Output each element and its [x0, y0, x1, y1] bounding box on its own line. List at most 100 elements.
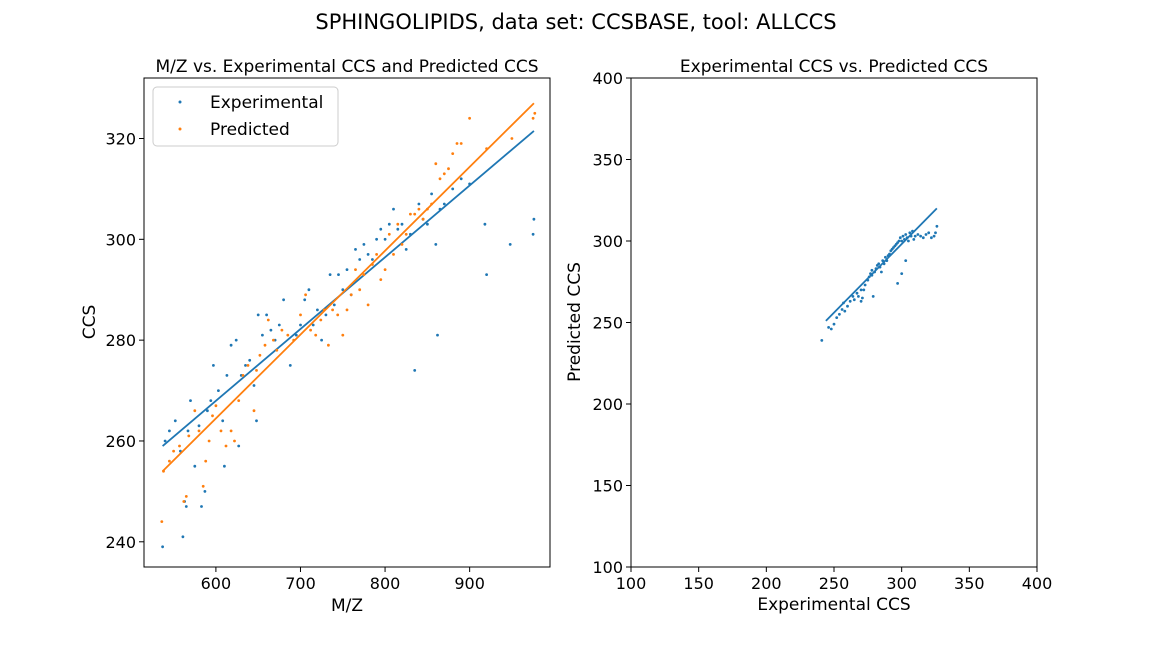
chart-left-point-s1-23 [255, 369, 258, 372]
chart-left-point-s1-42 [345, 308, 349, 312]
chart-left-point-s0-73 [442, 202, 446, 206]
chart-left-point-s0-0 [161, 545, 165, 549]
chart-left-point-s1-69 [459, 142, 463, 145]
chart-right-point-s0-65 [896, 282, 899, 285]
chart-right-trendline-s0 [825, 207, 938, 322]
chart-left-point-s1-14 [214, 404, 218, 408]
chart-left-point-s1-46 [362, 273, 366, 276]
chart-left-point-s0-46 [332, 303, 336, 307]
chart-left-ytick-label: 240 [105, 533, 136, 552]
chart-right-point-s0-2 [829, 327, 833, 331]
chart-left-point-s1-15 [219, 429, 223, 433]
chart-right-point-s0-64 [900, 272, 904, 275]
chart-right-point-s0-16 [861, 296, 864, 300]
chart-left-point-s0-66 [417, 202, 421, 206]
chart-left-point-s1-21 [246, 364, 250, 367]
chart-left-point-s1-10 [201, 484, 205, 488]
chart-left-point-s1-2 [168, 459, 171, 463]
chart-left-point-s1-33 [304, 293, 307, 297]
chart-left-point-s0-36 [288, 364, 292, 367]
legend-marker-experimental [178, 100, 182, 104]
chart-right-point-s0-14 [857, 295, 860, 298]
chart-left-point-s0-35 [282, 298, 285, 302]
chart-left: M/Z vs. Experimental CCS and Predicted C… [80, 57, 551, 616]
chart-right-point-s0-4 [835, 316, 839, 319]
chart-left-point-s1-72 [510, 137, 514, 140]
chart-right-xtick-label: 100 [616, 574, 647, 593]
chart-left-point-s1-4 [178, 444, 181, 448]
chart-right-ylabel: Predicted CCS [565, 262, 585, 382]
chart-left-point-s0-22 [234, 338, 238, 342]
chart-right-y-ticks: 100 150 200 250 300 350 400 [592, 69, 631, 577]
chart-left-point-s0-7 [184, 505, 188, 508]
chart-right-point-s0-47 [904, 233, 908, 236]
chart-left-point-s1-56 [404, 232, 408, 236]
chart-right-plot-area [820, 207, 939, 342]
chart-left-point-s1-26 [266, 318, 270, 322]
chart-right-point-s0-27 [877, 262, 881, 266]
chart-left-point-s0-16 [212, 364, 215, 367]
chart-left-point-s0-77 [483, 222, 487, 226]
chart-right-x-ticks: 100 150 200 250 300 350 400 [616, 567, 1053, 593]
chart-right-ytick-label: 200 [592, 395, 623, 414]
chart-right-point-s0-0 [820, 339, 824, 342]
chart-right-point-s0-62 [934, 231, 937, 235]
chart-left-point-s0-18 [221, 419, 225, 423]
chart-left-point-s1-67 [451, 152, 455, 156]
chart-left-point-s0-53 [362, 243, 366, 246]
chart-left-point-s1-19 [237, 399, 241, 402]
chart-left-point-s0-25 [244, 364, 247, 367]
chart-left-point-s0-80 [531, 232, 535, 236]
chart-right-frame [630, 77, 1038, 568]
chart-left-ytick-label: 320 [105, 129, 136, 148]
chart-left-point-s0-44 [324, 313, 328, 317]
chart-left-point-s1-47 [366, 303, 370, 307]
chart-left-xtick-label: 700 [285, 574, 316, 593]
chart-right-point-s0-55 [916, 233, 920, 236]
figure-suptitle: SPHINGOLIPIDS, data set: CCSBASE, tool: … [315, 10, 836, 34]
chart-right-point-s0-17 [862, 288, 866, 292]
chart-left-point-s1-11 [204, 459, 208, 463]
chart-right-xtick-label: 400 [1022, 574, 1053, 593]
chart-left-point-s1-40 [336, 313, 340, 317]
chart-left-ytick-label: 280 [105, 331, 136, 350]
chart-right-point-s0-8 [843, 309, 847, 313]
chart-left-point-s1-65 [442, 172, 446, 176]
chart-left-point-s0-5 [181, 535, 185, 539]
chart-left-title: M/Z vs. Experimental CCS and Predicted C… [156, 57, 539, 77]
chart-left-point-s0-13 [203, 490, 207, 493]
chart-left-point-s1-38 [327, 343, 330, 347]
chart-left-point-s0-51 [354, 248, 357, 251]
chart-left-point-s0-47 [337, 273, 340, 276]
chart-right-point-s0-50 [908, 231, 912, 235]
chart-right-point-s0-61 [932, 234, 936, 238]
chart-right-point-s0-43 [898, 236, 902, 240]
chart-left-xlabel: M/Z [331, 596, 363, 616]
chart-right-point-s0-57 [921, 236, 925, 240]
chart-left-point-s0-39 [303, 298, 307, 302]
chart-right-point-s0-9 [846, 304, 849, 308]
chart-left-point-s0-55 [371, 258, 374, 261]
chart-left-point-s1-9 [197, 429, 201, 433]
chart-left-point-s0-49 [345, 268, 349, 271]
legend-box [152, 86, 339, 147]
chart-right-point-s0-63 [935, 224, 939, 228]
chart-left-point-s0-32 [269, 328, 273, 332]
chart-left-point-s1-6 [184, 495, 188, 498]
chart-left-point-s0-68 [426, 222, 429, 226]
chart-left-point-s1-39 [331, 308, 334, 312]
chart-left-point-s1-59 [417, 207, 421, 211]
chart-left-legend: Experimental Predicted [152, 86, 339, 147]
chart-left-point-s1-25 [263, 343, 267, 347]
legend-marker-predicted [178, 127, 182, 131]
chart-left-point-s0-27 [252, 384, 256, 387]
chart-left-point-s1-7 [187, 434, 191, 438]
chart-left-point-s0-62 [400, 222, 404, 226]
chart-left-point-s1-58 [413, 212, 417, 216]
chart-left-point-s0-37 [294, 333, 298, 337]
chart-left-point-s0-58 [383, 237, 387, 241]
chart-left-ylabel: CCS [80, 305, 100, 340]
chart-left-point-s1-5 [182, 500, 186, 503]
chart-left-point-s1-74 [533, 111, 537, 115]
